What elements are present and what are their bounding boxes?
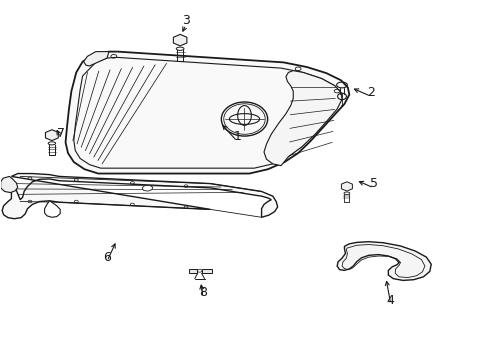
Polygon shape <box>188 269 197 273</box>
Polygon shape <box>264 71 341 166</box>
Text: 6: 6 <box>103 251 111 264</box>
Polygon shape <box>202 269 211 273</box>
Polygon shape <box>341 182 352 191</box>
Text: 7: 7 <box>57 127 64 140</box>
Polygon shape <box>336 242 430 280</box>
Text: 4: 4 <box>386 294 394 307</box>
Polygon shape <box>173 35 186 46</box>
Polygon shape <box>44 201 60 217</box>
Polygon shape <box>0 176 18 193</box>
Text: 1: 1 <box>233 130 241 144</box>
Text: 3: 3 <box>182 14 189 27</box>
Polygon shape <box>142 185 153 191</box>
Text: 8: 8 <box>199 287 206 300</box>
Polygon shape <box>45 130 58 141</box>
Polygon shape <box>65 51 348 174</box>
Text: 2: 2 <box>366 86 374 99</box>
Polygon shape <box>2 174 277 219</box>
Text: 5: 5 <box>369 177 377 190</box>
Polygon shape <box>83 51 109 66</box>
